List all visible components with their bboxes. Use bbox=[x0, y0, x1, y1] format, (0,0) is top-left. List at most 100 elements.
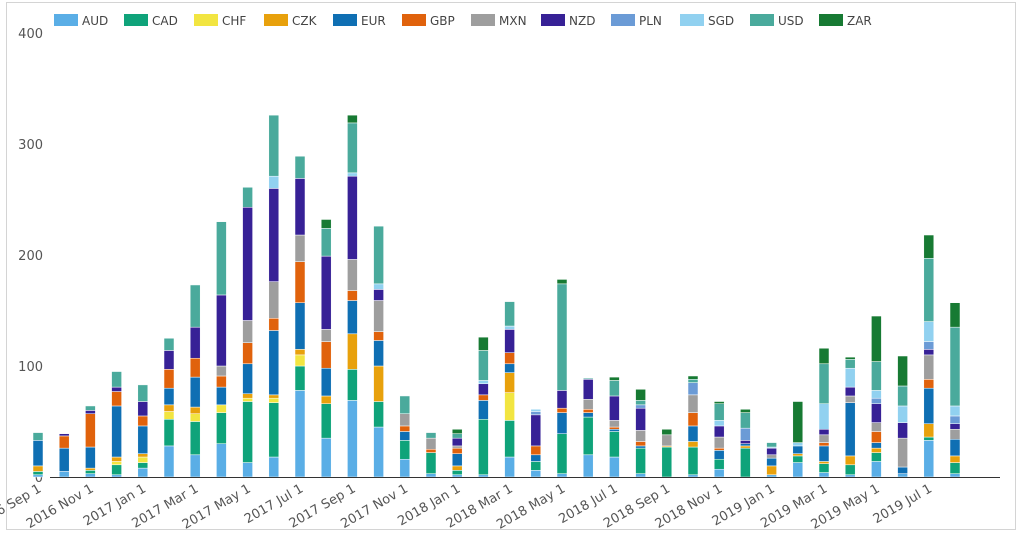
bar-segment-cad bbox=[818, 463, 830, 473]
bar-segment-gbp bbox=[373, 331, 384, 341]
bar-segment-mxn bbox=[661, 434, 673, 447]
legend-item-cad[interactable]: CAD bbox=[124, 14, 178, 28]
bar-stack-2018-mar bbox=[504, 301, 515, 478]
legend-item-usd[interactable]: USD bbox=[750, 14, 804, 28]
bar-segment-gbp bbox=[294, 261, 306, 303]
bar-segment-gbp bbox=[530, 445, 542, 456]
y-tick-label: 100 bbox=[18, 360, 43, 375]
legend-item-gbp[interactable]: GBP bbox=[402, 14, 455, 28]
bar-segment-zar bbox=[923, 234, 935, 259]
bar-segment-usd bbox=[425, 432, 437, 439]
bar-segment-gbp bbox=[582, 409, 594, 413]
bar-segment-eur bbox=[58, 447, 70, 472]
bar-segment-aud bbox=[609, 456, 620, 478]
bar-stack-2016-nov bbox=[85, 405, 96, 478]
bar-segment-zar bbox=[949, 302, 961, 328]
bar-segment-zar bbox=[740, 409, 751, 413]
bar-segment-usd bbox=[766, 442, 777, 448]
bar-segment-cad bbox=[425, 452, 437, 474]
bar-segment-aud bbox=[58, 471, 70, 478]
bar-segment-usd bbox=[871, 361, 882, 391]
bar-segment-chf bbox=[268, 397, 280, 403]
bar-segment-czk bbox=[818, 461, 830, 464]
bar-segment-mxn bbox=[320, 329, 332, 342]
legend-label: MXN bbox=[499, 14, 527, 28]
bar-segment-sgd bbox=[504, 325, 515, 330]
bar-segment-nzd bbox=[530, 414, 542, 447]
legend-item-chf[interactable]: CHF bbox=[194, 14, 246, 28]
legend-label: EUR bbox=[361, 14, 386, 28]
bar-segment-nzd bbox=[347, 175, 358, 260]
bar-segment-nzd bbox=[216, 294, 227, 367]
bar-segment-mxn bbox=[425, 437, 437, 450]
bar-segment-mxn bbox=[242, 320, 253, 343]
bar-segment-pln bbox=[530, 411, 542, 416]
bar-segment-aud bbox=[451, 474, 463, 478]
bar-segment-mxn bbox=[635, 430, 646, 442]
bar-segment-aud bbox=[32, 474, 44, 478]
legend-label: CHF bbox=[222, 14, 246, 28]
bar-stack-2017-dec bbox=[425, 432, 437, 478]
y-tick-label: 200 bbox=[18, 249, 43, 264]
legend-label: NZD bbox=[569, 14, 595, 28]
bar-stack-2019-mar bbox=[818, 347, 830, 478]
bar-segment-aud bbox=[268, 456, 280, 478]
legend-item-pln[interactable]: PLN bbox=[611, 14, 662, 28]
bar-segment-pln bbox=[923, 341, 935, 350]
bar-segment-sgd bbox=[844, 367, 856, 388]
bar-segment-cad bbox=[687, 446, 699, 476]
bar-segment-cad bbox=[111, 464, 122, 476]
legend-item-mxn[interactable]: MXN bbox=[471, 14, 527, 28]
bar-segment-mxn bbox=[871, 422, 882, 432]
bar-segment-aud bbox=[189, 454, 201, 478]
bar-segment-chf bbox=[111, 461, 122, 466]
bar-segment-czk bbox=[504, 372, 515, 393]
legend-swatch bbox=[819, 14, 843, 26]
bar-segment-czk bbox=[320, 395, 332, 404]
bar-segment-eur bbox=[137, 425, 149, 454]
bar-segment-mxn bbox=[451, 445, 463, 449]
bar-segment-nzd bbox=[451, 437, 463, 447]
bar-segment-eur bbox=[216, 386, 227, 406]
legend-item-sgd[interactable]: SGD bbox=[680, 14, 734, 28]
x-tick-label: 2019 Jul 1 bbox=[871, 481, 935, 527]
bar-segment-usd bbox=[609, 380, 620, 397]
bar-stack-2017-jun bbox=[268, 114, 280, 478]
bar-segment-mxn bbox=[216, 365, 227, 377]
bar-segment-gbp bbox=[923, 379, 935, 389]
legend-item-nzd[interactable]: NZD bbox=[541, 14, 595, 28]
bar-segment-nzd bbox=[373, 289, 384, 301]
bar-segment-czk bbox=[347, 333, 358, 370]
bar-segment-chf bbox=[242, 397, 253, 402]
bar-segment-eur bbox=[582, 412, 594, 418]
bar-segment-zar bbox=[897, 355, 908, 387]
bar-segment-aud bbox=[556, 473, 568, 478]
bar-stack-2017-may bbox=[242, 187, 253, 478]
legend-item-czk[interactable]: CZK bbox=[264, 14, 318, 28]
bar-segment-eur bbox=[320, 367, 332, 397]
bar-segment-aud bbox=[163, 445, 175, 478]
bar-segment-sgd bbox=[871, 390, 882, 399]
bar-segment-aud bbox=[897, 473, 908, 478]
legend-item-aud[interactable]: AUD bbox=[54, 14, 108, 28]
bar-segment-nzd bbox=[844, 386, 856, 397]
legend-swatch bbox=[402, 14, 426, 26]
legend-item-eur[interactable]: EUR bbox=[333, 14, 386, 28]
y-tick-label: 300 bbox=[18, 138, 43, 153]
bar-segment-aud bbox=[399, 458, 411, 478]
bar-segment-nzd bbox=[478, 383, 489, 396]
legend-item-zar[interactable]: ZAR bbox=[819, 14, 872, 28]
bar-segment-usd bbox=[451, 433, 463, 439]
bar-segment-eur bbox=[478, 400, 489, 420]
bar-segment-cad bbox=[32, 471, 44, 476]
bar-segment-nzd bbox=[294, 178, 306, 236]
bar-segment-nzd bbox=[871, 403, 882, 423]
bar-segment-usd bbox=[216, 221, 227, 296]
bar-segment-czk bbox=[792, 453, 804, 457]
bar-segment-gbp bbox=[399, 425, 411, 432]
bar-segment-cad bbox=[373, 401, 384, 428]
legend-swatch bbox=[124, 14, 148, 26]
legend-label: SGD bbox=[708, 14, 734, 28]
bar-segment-usd bbox=[635, 400, 646, 406]
bar-segment-gbp bbox=[268, 318, 280, 331]
